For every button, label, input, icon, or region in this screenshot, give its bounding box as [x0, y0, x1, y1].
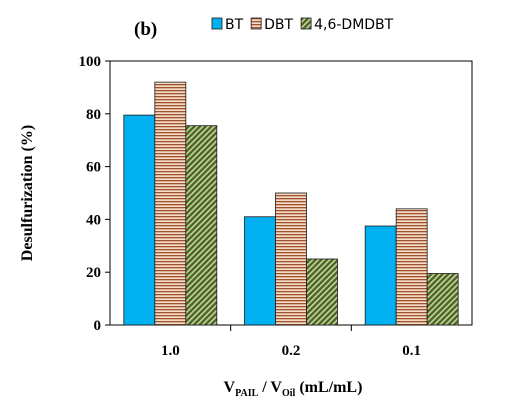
x-axis-title-v1: V [224, 379, 236, 396]
y-tick-label: 20 [86, 265, 101, 281]
legend-swatch-dbt [250, 17, 262, 30]
y-tick-label: 60 [86, 160, 101, 176]
bar-4-6-dmdbt-0-1 [426, 273, 459, 326]
plot-area: 0 20 40 60 80 100 1.0 0.2 0.1 [79, 54, 473, 359]
bar-bt-0-2 [244, 216, 276, 326]
x-tick-label: 1.0 [161, 343, 180, 359]
bar-dbt-1-0 [154, 81, 187, 326]
y-tick-label: 100 [79, 54, 102, 70]
y-tick-label: 0 [94, 318, 102, 334]
legend-label-bt: BT [225, 17, 244, 33]
x-axis-title: VPAIL / VOil (mL/mL) [224, 379, 363, 399]
bar-dbt-0-1 [395, 208, 428, 326]
y-tick-label: 40 [86, 212, 101, 228]
y-axis-title: Desulfurization (%) [19, 125, 36, 261]
panel-label: (b) [134, 19, 157, 40]
legend-label-4-6-dmdbt: 4,6-DMDBT [314, 17, 394, 33]
legend-swatch-bt [211, 17, 223, 30]
bar-4-6-dmdbt-1-0 [185, 125, 218, 326]
x-tick-label: 0.1 [402, 343, 421, 359]
bar-dbt-0-2 [275, 192, 307, 326]
bar-bt-1-0 [123, 114, 156, 326]
legend-swatch-4-6-dmdbt [300, 17, 312, 30]
bars [123, 81, 459, 326]
x-axis-title-slash: / V [258, 379, 282, 396]
x-axis-title-units: (mL/mL) [295, 379, 362, 396]
y-tick-label: 80 [86, 107, 101, 123]
y-axis: 0 20 40 60 80 100 [79, 54, 110, 334]
legend-label-dbt: DBT [264, 17, 293, 33]
x-axis: 1.0 0.2 0.1 [161, 325, 421, 359]
bar-bt-0-1 [364, 225, 397, 326]
legend: BT DBT 4,6-DMDBT [211, 17, 394, 33]
bar-4-6-dmdbt-0-2 [306, 258, 338, 326]
x-tick-label: 0.2 [282, 343, 301, 359]
x-axis-title-sub1: PAIL [235, 388, 258, 399]
x-axis-title-sub2: Oil [282, 388, 296, 399]
